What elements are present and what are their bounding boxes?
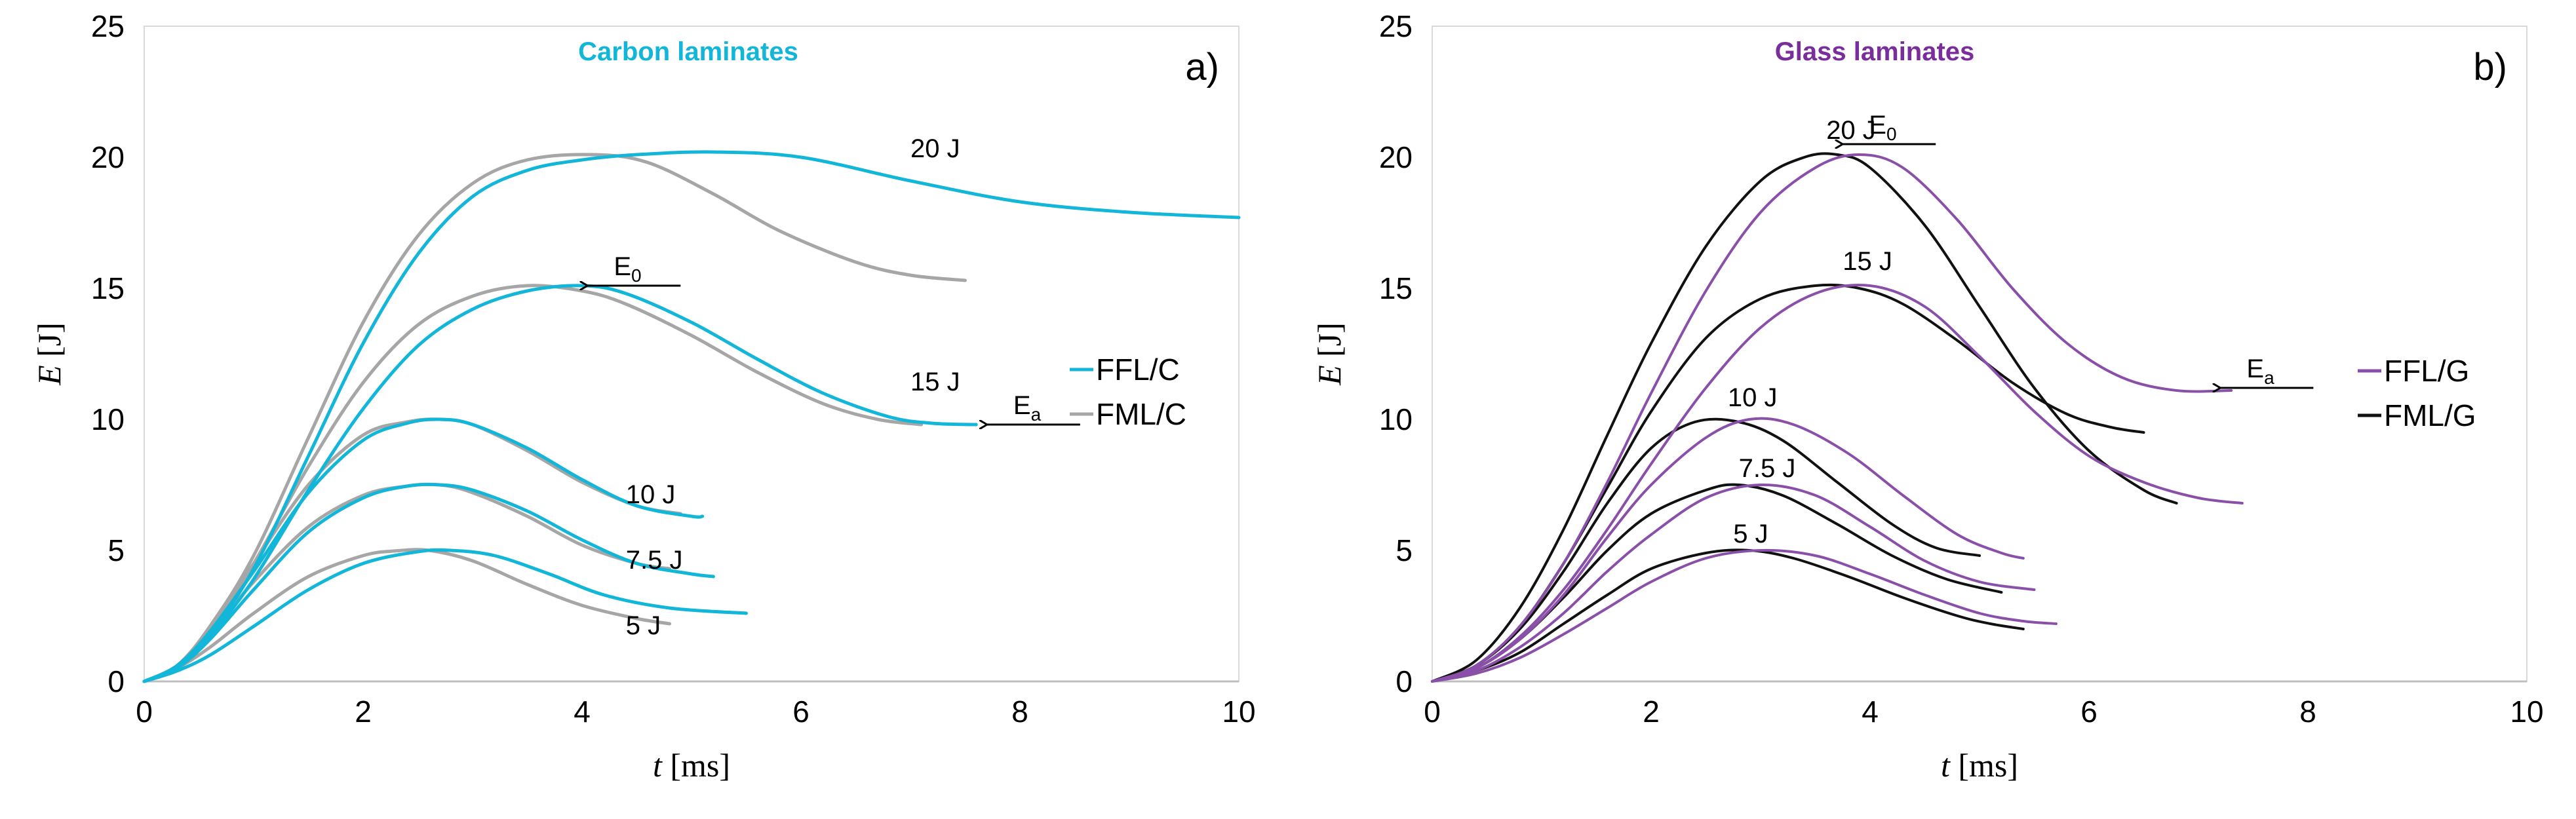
x-tick-label: 2: [355, 695, 372, 729]
energy-markers-b: E0 Ea: [1843, 111, 2314, 388]
y-tick-label: 15: [1379, 271, 1413, 305]
panel-label-b: b): [2473, 46, 2507, 88]
y-tick-label: 0: [1395, 664, 1413, 698]
series-line-ffl-c-15-j: [142, 284, 978, 683]
y-tick-label: 15: [91, 271, 125, 305]
x-tick-label: 0: [136, 695, 153, 729]
y-axis-var-b: E: [1311, 365, 1348, 386]
energy-label-7-5-j: 7.5 J: [1739, 454, 1796, 483]
energy-label-5-j: 5 J: [626, 611, 661, 640]
x-tick-label: 0: [1424, 695, 1441, 729]
chart-title-b: Glass laminates: [1775, 37, 1975, 66]
x-tick-label: 10: [1222, 695, 1255, 729]
panel-b: 0 2 4 6 8 10 0 5 10 15 20 25 20 J 15 J 10 J 7.5 J 5 J E…: [1311, 9, 2544, 784]
plot-area-a: [144, 26, 1239, 682]
x-axis-var-a: t: [653, 747, 663, 784]
x-tick-label: 4: [1862, 695, 1879, 729]
tick-labels-a: 0 2 4 6 8 10 0 5 10 15 20 25: [91, 9, 1256, 729]
energy-label-5-j: 5 J: [1733, 520, 1768, 548]
x-tick-label: 4: [574, 695, 591, 729]
x-axis-unit-b: [ms]: [1958, 747, 2018, 784]
panel-label-a: a): [1185, 46, 1219, 88]
energy-label-20-j: 20 J: [1826, 116, 1876, 145]
x-tick-label: 10: [2510, 695, 2543, 729]
series-line-fml-g-7-5-j: [1431, 483, 2003, 683]
panel-a: 0 2 4 6 8 10 0 5 10 15 20 25 20 J 15 J 10 J 7.5 J 5 J E…: [31, 9, 1256, 784]
energy-label-15-j: 15 J: [910, 368, 960, 396]
x-tick-label: 2: [1643, 695, 1660, 729]
marker-label-e0: E0: [1869, 111, 1896, 144]
y-tick-label: 10: [1379, 402, 1413, 436]
series-line-ffl-c-20-j: [142, 150, 1241, 683]
legend-label-ffl-c: FFL/C: [1096, 352, 1180, 387]
x-tick-label: 8: [2299, 695, 2316, 729]
energy-label-7-5-j: 7.5 J: [626, 546, 683, 575]
series-line-ffl-c-7-5-j: [142, 482, 715, 683]
y-tick-label: 25: [91, 9, 125, 43]
marker-label-ea: Ea: [2246, 354, 2274, 388]
series-line-fml-c-20-j: [142, 153, 967, 683]
series-line-fml-g-20-j: [1431, 152, 2178, 683]
series-line-ffl-g-5-j: [1431, 548, 2058, 683]
tick-labels-b: 0 2 4 6 8 10 0 5 10 15 20 25: [1379, 9, 2544, 729]
series-layer-b: [1431, 152, 2244, 683]
energy-labels-b: 20 J 15 J 10 J 7.5 J 5 J: [1728, 116, 1892, 548]
energy-label-10-j: 10 J: [626, 480, 676, 509]
y-axis-unit-b: [J]: [1311, 322, 1348, 357]
series-line-ffl-g-10-j: [1431, 417, 2025, 683]
marker-label-e0: E0: [614, 252, 641, 286]
x-tick-label: 8: [1011, 695, 1028, 729]
y-axis-unit-a: [J]: [31, 322, 68, 357]
series-line-fml-c-5-j: [142, 548, 672, 683]
energy-markers-a: E0 Ea: [587, 252, 1080, 425]
legend-label-fml-g: FML/G: [2384, 398, 2476, 432]
energy-label-15-j: 15 J: [1843, 247, 1892, 276]
y-axis-var-a: E: [31, 365, 68, 386]
x-tick-label: 6: [792, 695, 810, 729]
series-line-fml-c-10-j: [142, 417, 682, 683]
y-tick-label: 0: [107, 664, 125, 698]
x-axis-var-b: t: [1941, 747, 1951, 784]
series-line-fml-c-7-5-j: [142, 482, 672, 683]
legend-label-ffl-g: FFL/G: [2384, 354, 2469, 388]
series-line-ffl-g-20-j: [1431, 153, 2233, 683]
x-axis-unit-a: [ms]: [670, 747, 730, 784]
y-tick-label: 5: [107, 533, 125, 567]
y-tick-label: 20: [91, 140, 125, 174]
y-axis-title-b: E [J]: [1311, 322, 1348, 386]
energy-label-10-j: 10 J: [1728, 383, 1778, 412]
x-tick-label: 6: [2080, 695, 2098, 729]
y-tick-label: 10: [91, 402, 125, 436]
series-line-fml-g-5-j: [1431, 548, 2025, 683]
series-line-fml-g-10-j: [1431, 417, 1981, 683]
x-axis-title-a: t [ms]: [653, 747, 730, 784]
legend-b: FFL/G FML/G: [2358, 354, 2476, 432]
series-line-ffl-c-10-j: [142, 417, 705, 683]
x-axis-title-b: t [ms]: [1941, 747, 2018, 784]
chart-title-a: Carbon laminates: [578, 37, 798, 66]
series-line-ffl-g-15-j: [1431, 283, 2244, 683]
legend-a: FFL/C FML/C: [1070, 352, 1186, 431]
marker-label-ea: Ea: [1013, 391, 1042, 425]
energy-labels-a: 20 J 15 J 10 J 7.5 J 5 J: [626, 134, 960, 640]
series-line-ffl-c-5-j: [142, 548, 748, 683]
y-tick-label: 5: [1395, 533, 1413, 567]
legend-label-fml-c: FML/C: [1096, 397, 1186, 431]
energy-label-20-j: 20 J: [910, 134, 960, 163]
y-tick-label: 25: [1379, 9, 1413, 43]
y-tick-label: 20: [1379, 140, 1413, 174]
series-line-ffl-g-7-5-j: [1431, 483, 2036, 683]
series-layer-a: [142, 150, 1241, 683]
y-axis-title-a: E [J]: [31, 322, 68, 386]
